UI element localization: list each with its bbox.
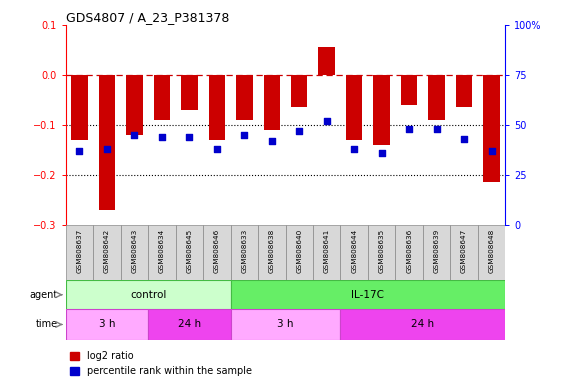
Text: GSM808639: GSM808639 [433, 229, 440, 273]
Point [405, 126, 414, 132]
Point [212, 146, 222, 152]
Bar [93, 225, 120, 280]
Bar [176, 225, 203, 280]
Point [267, 138, 276, 144]
Point [240, 132, 249, 138]
Text: 24 h: 24 h [411, 319, 435, 329]
Bar [428, 75, 445, 120]
Text: GSM808640: GSM808640 [296, 229, 302, 273]
Point [487, 148, 496, 154]
Bar [126, 75, 143, 135]
Bar [236, 75, 252, 120]
Bar [286, 225, 313, 280]
Bar [154, 75, 170, 120]
Bar [423, 225, 451, 280]
Point [130, 132, 139, 138]
Point [460, 136, 469, 142]
Bar [148, 309, 231, 340]
Bar [231, 280, 505, 309]
Text: 3 h: 3 h [99, 319, 115, 329]
Text: GDS4807 / A_23_P381378: GDS4807 / A_23_P381378 [66, 11, 229, 24]
Bar [319, 48, 335, 75]
Bar [401, 75, 417, 105]
Text: GSM808645: GSM808645 [186, 229, 192, 273]
Text: GSM808641: GSM808641 [324, 229, 329, 273]
Point [185, 134, 194, 140]
Bar [483, 75, 500, 182]
Bar [120, 225, 148, 280]
Bar [368, 225, 395, 280]
Bar [99, 75, 115, 210]
Text: GSM808648: GSM808648 [489, 229, 494, 273]
Text: GSM808633: GSM808633 [242, 229, 247, 273]
Bar [148, 225, 176, 280]
Text: GSM808644: GSM808644 [351, 229, 357, 273]
Point [157, 134, 166, 140]
Point [102, 146, 111, 152]
Point [295, 128, 304, 134]
Text: GSM808634: GSM808634 [159, 229, 165, 273]
Bar [313, 225, 340, 280]
Text: GSM808643: GSM808643 [131, 229, 138, 273]
Text: GSM808637: GSM808637 [77, 229, 82, 273]
Bar [478, 225, 505, 280]
Text: GSM808647: GSM808647 [461, 229, 467, 273]
Point [349, 146, 359, 152]
Text: agent: agent [29, 290, 58, 300]
Bar [231, 225, 258, 280]
Text: time: time [35, 319, 58, 329]
Text: 3 h: 3 h [278, 319, 293, 329]
Text: GSM808636: GSM808636 [406, 229, 412, 273]
Bar [373, 75, 390, 145]
Bar [208, 75, 225, 140]
Bar [451, 225, 478, 280]
Bar [291, 75, 307, 108]
Text: GSM808635: GSM808635 [379, 229, 385, 273]
Bar [456, 75, 472, 108]
Bar [66, 309, 148, 340]
Bar [66, 225, 93, 280]
Text: GSM808642: GSM808642 [104, 229, 110, 273]
Bar [203, 225, 231, 280]
Bar [231, 309, 340, 340]
Point [75, 148, 84, 154]
Legend: log2 ratio, percentile rank within the sample: log2 ratio, percentile rank within the s… [66, 348, 256, 380]
Bar [346, 75, 363, 140]
Bar [71, 75, 88, 140]
Bar [395, 225, 423, 280]
Text: IL-17C: IL-17C [351, 290, 384, 300]
Bar [340, 225, 368, 280]
Bar [258, 225, 286, 280]
Text: 24 h: 24 h [178, 319, 201, 329]
Bar [66, 280, 231, 309]
Bar [340, 309, 505, 340]
Point [322, 118, 331, 124]
Point [377, 150, 386, 156]
Text: GSM808638: GSM808638 [269, 229, 275, 273]
Bar [181, 75, 198, 110]
Text: GSM808646: GSM808646 [214, 229, 220, 273]
Text: control: control [130, 290, 166, 300]
Point [432, 126, 441, 132]
Bar [263, 75, 280, 130]
